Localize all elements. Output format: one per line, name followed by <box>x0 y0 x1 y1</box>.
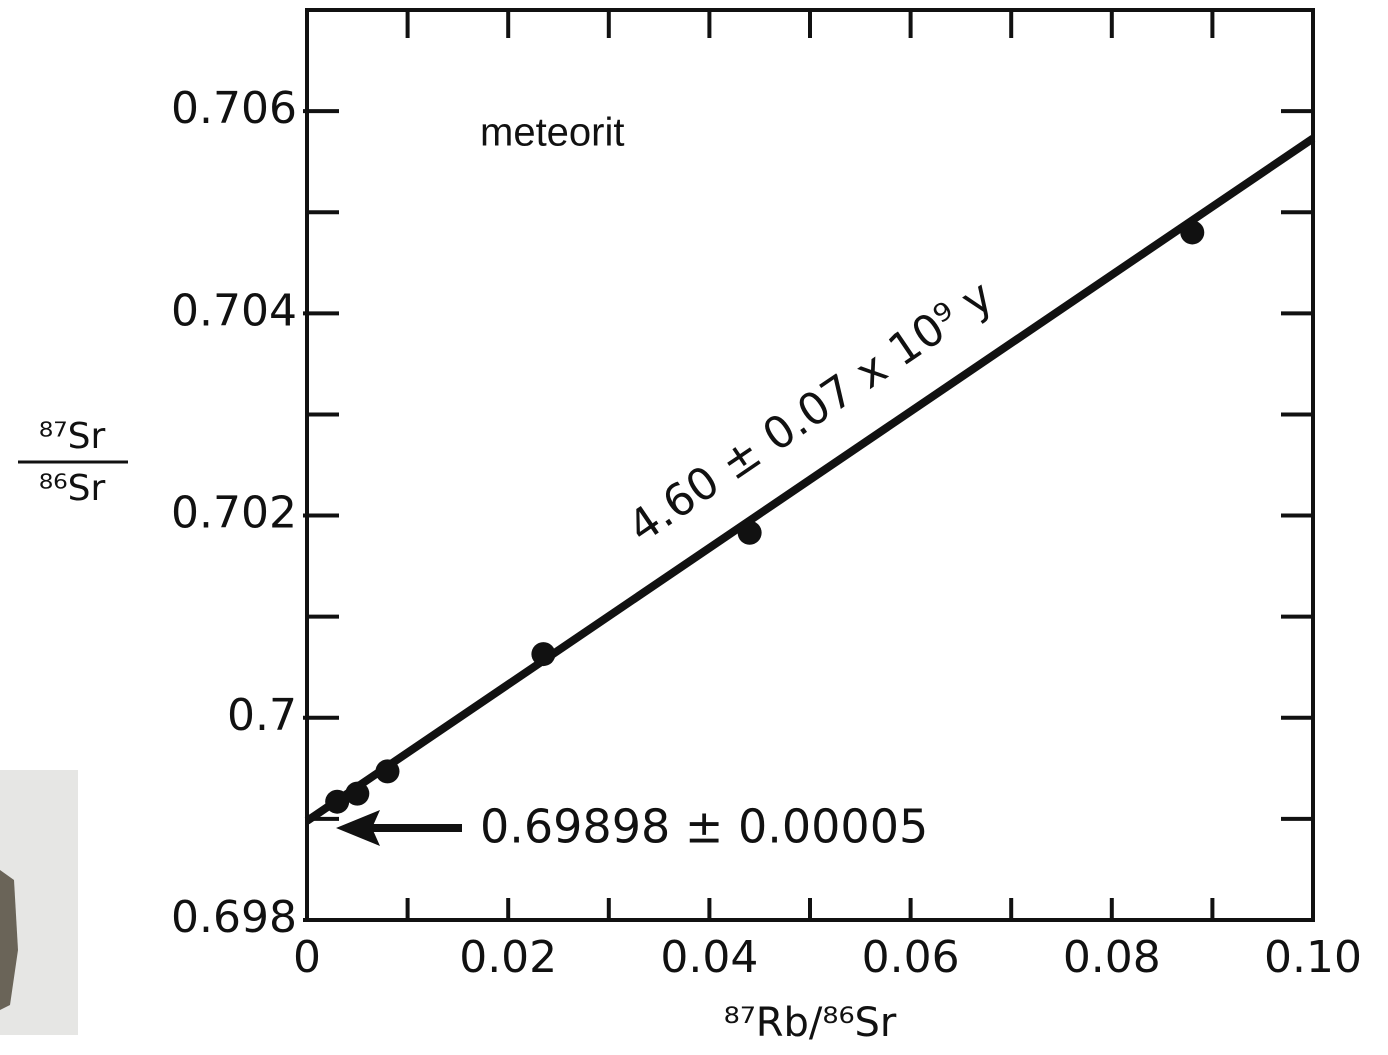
y-tick-label: 0.7 <box>227 690 297 741</box>
data-point <box>1180 220 1205 245</box>
data-point <box>375 759 400 784</box>
arrow-head <box>336 810 380 846</box>
x-tick-label: 0.10 <box>1264 932 1362 983</box>
x-tick-label: 0.06 <box>862 932 960 983</box>
fit-line <box>304 135 1316 825</box>
data-point <box>531 642 556 667</box>
y-tick-label: 0.698 <box>171 892 297 943</box>
data-point <box>345 781 370 806</box>
fit-label: 4.60 ± 0.07 x 10⁹ y <box>619 271 1002 554</box>
y-tick-label: 0.704 <box>171 285 297 336</box>
y-tick-label: 0.706 <box>171 83 297 134</box>
data-point <box>325 789 350 814</box>
y-axis-label-numerator: ⁸⁷Sr <box>39 416 106 457</box>
x-tick-label: 0.04 <box>660 932 758 983</box>
plot-frame <box>305 8 1315 922</box>
y-tick-label: 0.702 <box>171 488 297 539</box>
data-point <box>737 520 762 545</box>
intercept-annotation: 0.69898 ± 0.00005 <box>480 800 928 854</box>
x-axis-label: ⁸⁷Rb/⁸⁶Sr <box>724 1000 897 1046</box>
chart-title: meteorit <box>480 111 625 155</box>
y-axis-label-denominator: ⁸⁶Sr <box>39 468 106 509</box>
x-tick-label: 0.08 <box>1063 932 1161 983</box>
x-tick-label: 0 <box>293 932 321 983</box>
x-tick-label: 0.02 <box>459 932 557 983</box>
photo-rock <box>0 870 18 1010</box>
